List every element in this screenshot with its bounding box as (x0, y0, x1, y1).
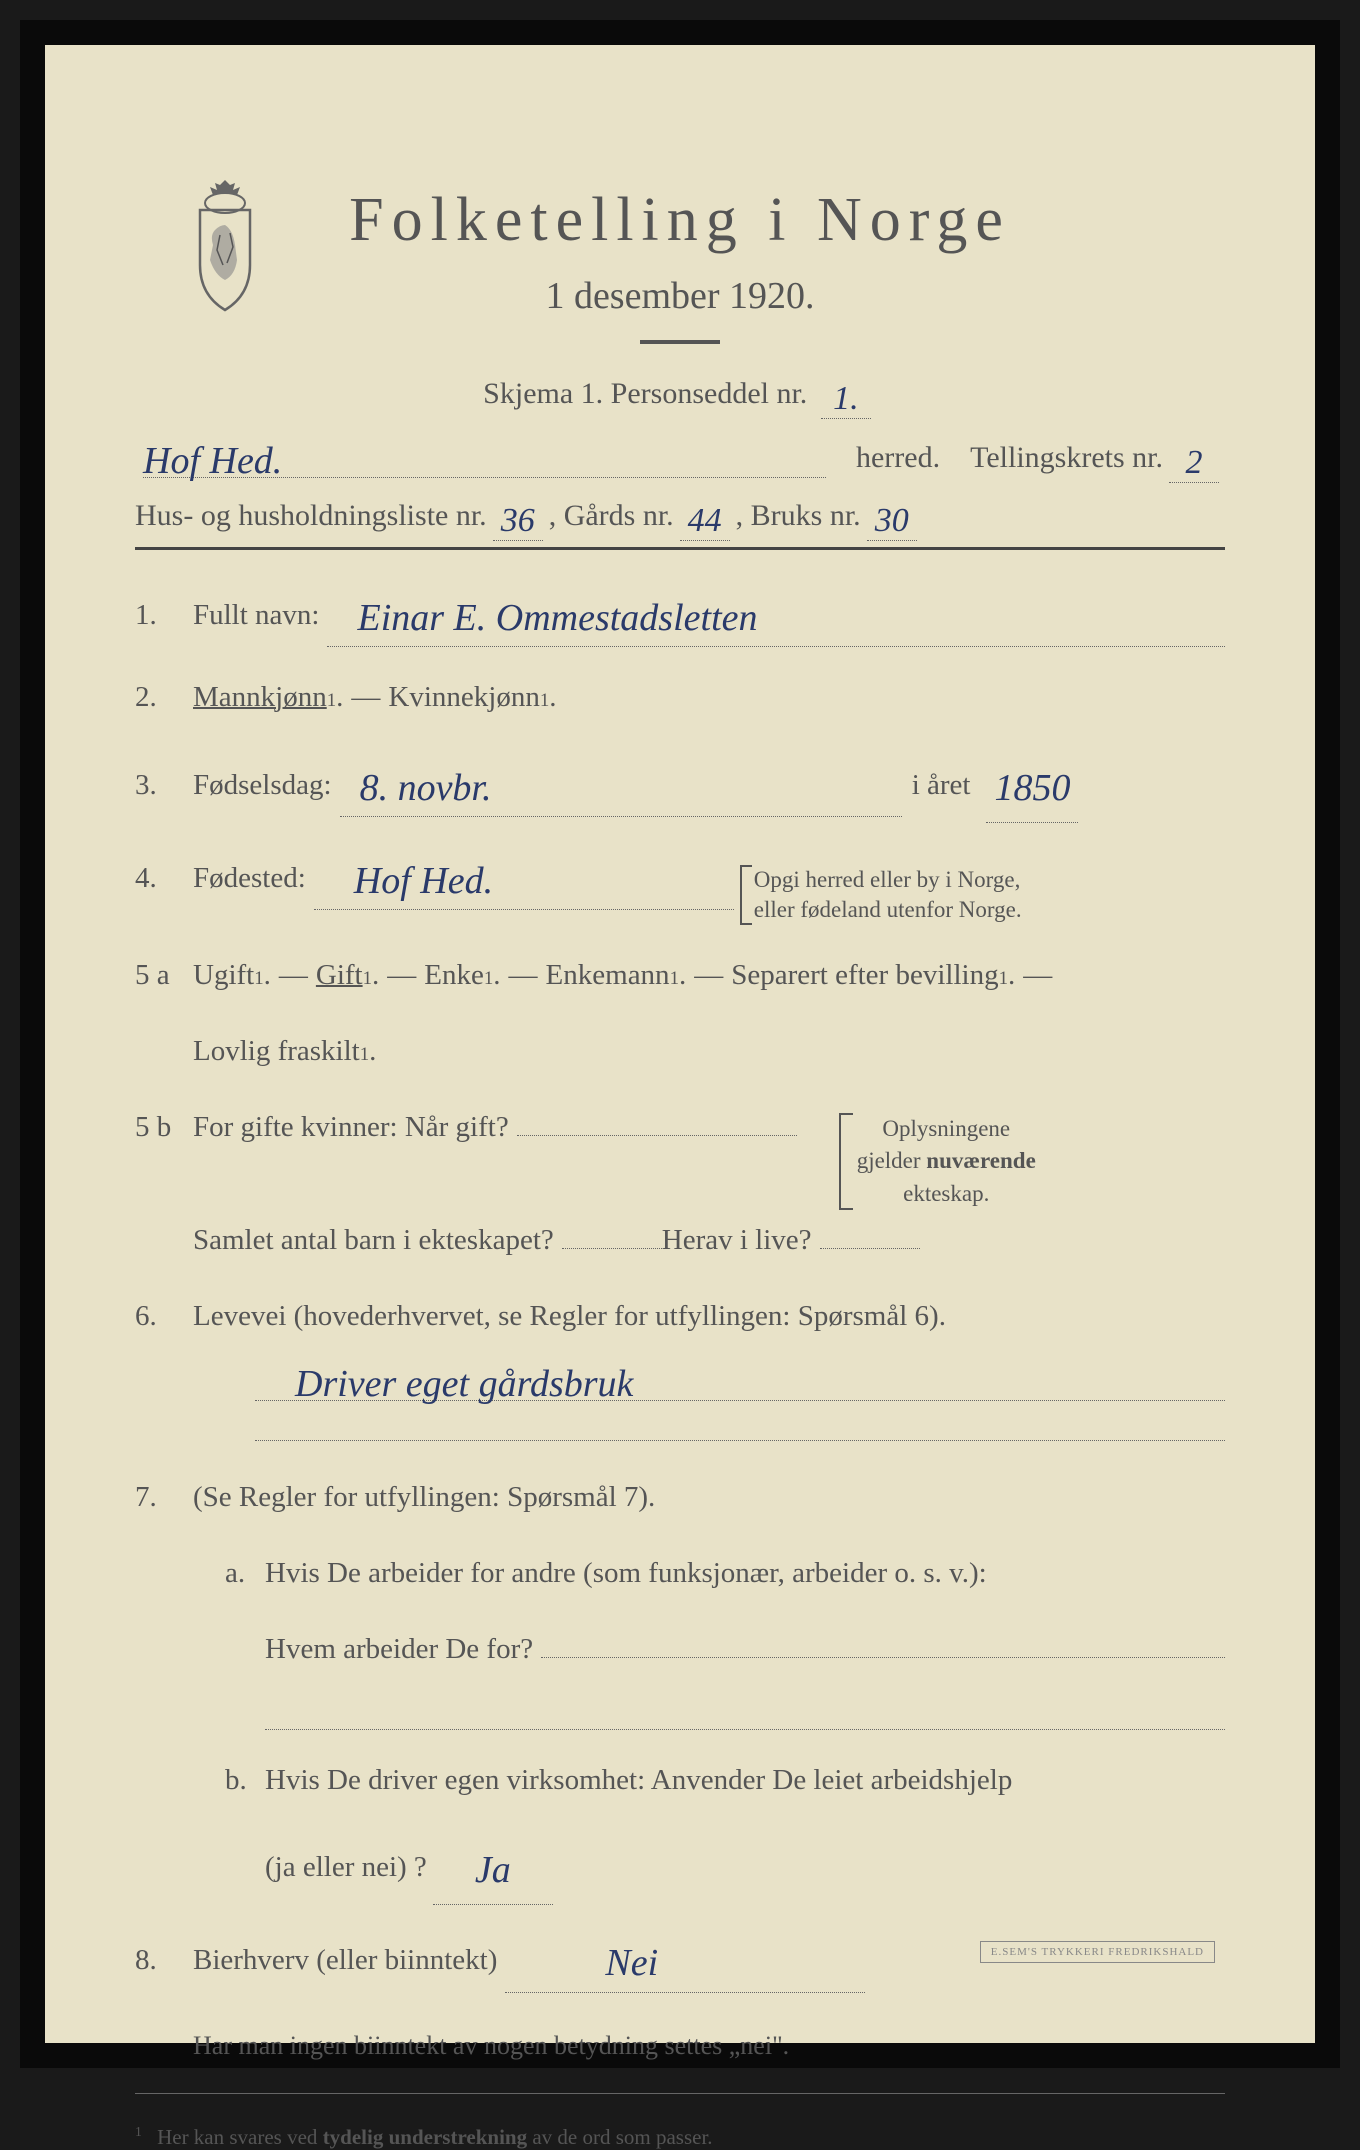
q6-value: Driver eget gårdsbruk (295, 1362, 633, 1406)
q2-opt1: Mannkjønn (193, 671, 327, 723)
q5b-label1: For gifte kvinner: Når gift? (193, 1101, 509, 1153)
question-7a: a. Hvis De arbeider for andre (som funks… (135, 1547, 1225, 1599)
skjema-line: Skjema 1. Personseddel nr. 1. (135, 374, 1225, 413)
footnote-num: 1 (135, 2124, 142, 2139)
question-7b-line2: (ja eller nei) ? Ja (135, 1830, 1225, 1899)
q3-day: 8. novbr. (360, 754, 492, 822)
q5a-num: 5 a (135, 949, 193, 1001)
tellingskrets-label: Tellingskrets nr. (970, 441, 1163, 475)
coat-of-arms-icon (175, 175, 275, 315)
q1-value: Einar E. Ommestadsletten (357, 584, 757, 652)
q4-value: Hof Hed. (354, 847, 493, 915)
q3-num: 3. (135, 759, 193, 811)
q5b-label2: Samlet antal barn i ekteskapet? (193, 1214, 554, 1266)
q2-opt2: Kvinnekjønn (388, 671, 539, 723)
question-2: 2. Mannkjønn1.— Kvinnekjønn1. (135, 671, 1225, 723)
census-form-page: Folketelling i Norge 1 desember 1920. Sk… (20, 20, 1340, 2068)
personseddel-nr: 1. (821, 380, 871, 419)
question-7a-blank (135, 1700, 1225, 1730)
hus-label: Hus- og husholdningsliste nr. (135, 499, 487, 533)
note8-text: Har man ingen biinntekt av nogen betydni… (193, 2023, 789, 2070)
q7b-text2: (ja eller nei) ? (265, 1841, 427, 1893)
question-5a-cont: Lovlig fraskilt1. (135, 1025, 1225, 1077)
question-4: 4. Fødested: Hof Hed. Opgi herred eller … (135, 841, 1225, 925)
q3-year: 1850 (986, 754, 1078, 823)
q5a-opt5: Separert efter bevilling (731, 949, 998, 1001)
question-5b: 5 b For gifte kvinner: Når gift? Oplysni… (135, 1101, 1225, 1210)
bruks-nr: 30 (867, 502, 917, 541)
q5b-note1: Oplysningene (882, 1116, 1010, 1141)
q1-num: 1. (135, 589, 193, 641)
q5a-opt2: Gift (316, 949, 363, 1001)
q8-value: Nei (605, 1929, 658, 1997)
page-title: Folketelling i Norge (135, 185, 1225, 256)
q5a-opt4: Enkemann (546, 949, 670, 1001)
question-3: 3. Fødselsdag: 8. novbr. i året 1850 (135, 748, 1225, 817)
q3-year-label: i året (912, 759, 971, 811)
note-8: Har man ingen biinntekt av nogen betydni… (135, 2023, 1225, 2070)
header-rule (135, 547, 1225, 550)
skjema-prefix: Skjema 1. Personseddel nr. (483, 377, 807, 410)
q4-note: Opgi herred eller by i Norge, eller føde… (754, 865, 1022, 925)
question-7: 7. (Se Regler for utfyllingen: Spørsmål … (135, 1471, 1225, 1523)
q8-num: 8. (135, 1934, 193, 1986)
q4-num: 4. (135, 852, 193, 904)
q4-note2: eller fødeland utenfor Norge. (754, 897, 1022, 922)
herred-line: Hof Hed. herred. Tellingskrets nr. 2 (135, 433, 1225, 478)
q5b-label3: Herav i live? (662, 1214, 812, 1266)
q3-label: Fødselsdag: (193, 759, 332, 811)
question-7b: b. Hvis De driver egen virksomhet: Anven… (135, 1754, 1225, 1806)
q5b-note: Oplysningene gjelder nuværende ekteskap. (857, 1113, 1036, 1210)
question-6: 6. Levevei (hovederhvervet, se Regler fo… (135, 1290, 1225, 1342)
q5b-note3: ekteskap. (903, 1181, 989, 1206)
q5a-opt1: Ugift (193, 949, 254, 1001)
tellingskrets-nr: 2 (1169, 444, 1219, 483)
q6-answer-line: Driver eget gårdsbruk (135, 1356, 1225, 1441)
q7a-text1: Hvis De arbeider for andre (som funksjon… (265, 1547, 987, 1599)
question-5b-line2: Samlet antal barn i ekteskapet? Herav i … (135, 1214, 1225, 1266)
q6-num: 6. (135, 1290, 193, 1342)
q4-label: Fødested: (193, 852, 306, 904)
q7b-num: b. (225, 1754, 265, 1806)
q5a-opt3: Enke (424, 949, 484, 1001)
hus-nr: 36 (493, 502, 543, 541)
q7-num: 7. (135, 1471, 193, 1523)
q5b-num: 5 b (135, 1101, 193, 1153)
q7b-value: Ja (433, 1836, 553, 1905)
bruks-label: , Bruks nr. (736, 499, 861, 533)
q1-label: Fullt navn: (193, 589, 319, 641)
q7a-text2: Hvem arbeider De for? (265, 1623, 533, 1675)
title-divider (640, 340, 720, 344)
q4-note1: Opgi herred eller by i Norge, (754, 867, 1021, 892)
question-5a: 5 a Ugift1.— Gift1.— Enke1.— Enkemann1.—… (135, 949, 1225, 1001)
question-1: 1. Fullt navn: Einar E. Ommestadsletten (135, 578, 1225, 647)
q7a-num: a. (225, 1547, 265, 1599)
hus-line: Hus- og husholdningsliste nr. 36 , Gårds… (135, 496, 1225, 535)
q7b-text1: Hvis De driver egen virksomhet: Anvender… (265, 1754, 1012, 1806)
gards-nr: 44 (680, 502, 730, 541)
question-7a-line2: Hvem arbeider De for? (135, 1623, 1225, 1675)
q2-num: 2. (135, 671, 193, 723)
page-subtitle: 1 desember 1920. (135, 274, 1225, 318)
q5a-opt6: Lovlig fraskilt (193, 1025, 360, 1077)
q6-label: Levevei (hovederhvervet, se Regler for u… (193, 1290, 946, 1342)
footnote: 1 Her kan svares ved tydelig understrekn… (135, 2124, 1225, 2150)
herred-label: herred. (856, 441, 940, 475)
footnote-rule-full (135, 2093, 1225, 2094)
q8-label: Bierhverv (eller biinntekt) (193, 1934, 497, 1986)
gards-label: , Gårds nr. (549, 499, 674, 533)
q7-label: (Se Regler for utfyllingen: Spørsmål 7). (193, 1471, 655, 1523)
herred-name: Hof Hed. (143, 439, 282, 483)
printer-mark: E.SEM'S TRYKKERI FREDRIKSHALD (980, 1941, 1215, 1963)
